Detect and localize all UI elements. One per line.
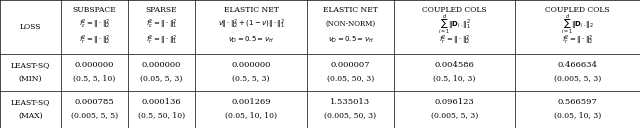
Text: 0.001269: 0.001269 xyxy=(232,98,271,106)
Text: $\nu_D = 0.5 = \nu_H$: $\nu_D = 0.5 = \nu_H$ xyxy=(228,35,274,45)
Text: $f_r^2 = \|\cdot\|_1^2$: $f_r^2 = \|\cdot\|_1^2$ xyxy=(146,34,177,47)
Text: (0.005, 50, 3): (0.005, 50, 3) xyxy=(324,112,376,120)
Text: (NON-NORM): (NON-NORM) xyxy=(325,20,376,28)
Text: (0.5, 5, 10): (0.5, 5, 10) xyxy=(73,75,116,83)
Text: (0.05, 50, 3): (0.05, 50, 3) xyxy=(327,75,374,83)
Text: (0.005, 5, 5): (0.005, 5, 5) xyxy=(71,112,118,120)
Text: $\nu\|\cdot\|_2^2 + (1-\nu)\|\cdot\|_1^2$: $\nu\|\cdot\|_2^2 + (1-\nu)\|\cdot\|_1^2… xyxy=(218,18,285,31)
Text: (0.5, 50, 10): (0.5, 50, 10) xyxy=(138,112,185,120)
Text: $\nu_D = 0.5 = \nu_H$: $\nu_D = 0.5 = \nu_H$ xyxy=(328,35,373,45)
Text: $f_c^2 = \|\cdot\|_2^2$: $f_c^2 = \|\cdot\|_2^2$ xyxy=(79,18,110,31)
Text: $f_r^2 = \|\cdot\|_2^2$: $f_r^2 = \|\cdot\|_2^2$ xyxy=(79,34,110,47)
Text: ELASTIC NET: ELASTIC NET xyxy=(323,6,378,14)
Text: SPARSE: SPARSE xyxy=(146,6,177,14)
Text: SUBSPACE: SUBSPACE xyxy=(72,6,116,14)
Text: LEAST-SQ: LEAST-SQ xyxy=(11,61,50,69)
Text: $f_r^2 = \|\cdot\|_2^2$: $f_r^2 = \|\cdot\|_2^2$ xyxy=(562,34,593,47)
Text: (0.005, 5, 3): (0.005, 5, 3) xyxy=(554,75,601,83)
Text: 0.566597: 0.566597 xyxy=(557,98,598,106)
Text: 0.004586: 0.004586 xyxy=(435,61,474,69)
Text: (0.5, 10, 3): (0.5, 10, 3) xyxy=(433,75,476,83)
Text: (0.5, 5, 3): (0.5, 5, 3) xyxy=(232,75,270,83)
Text: (0.05, 5, 3): (0.05, 5, 3) xyxy=(140,75,183,83)
Text: ELASTIC NET: ELASTIC NET xyxy=(224,6,278,14)
Text: 0.096123: 0.096123 xyxy=(435,98,474,106)
Text: COUPLED COLS: COUPLED COLS xyxy=(545,6,610,14)
Text: (0.005, 5, 3): (0.005, 5, 3) xyxy=(431,112,478,120)
Text: LOSS: LOSS xyxy=(20,23,41,31)
Text: 0.000000: 0.000000 xyxy=(232,61,271,69)
Text: 0.000136: 0.000136 xyxy=(142,98,181,106)
Text: LEAST-SQ: LEAST-SQ xyxy=(11,98,50,106)
Text: $f_c^2 = \|\cdot\|_1^2$: $f_c^2 = \|\cdot\|_1^2$ xyxy=(146,18,177,31)
Text: COUPLED COLS: COUPLED COLS xyxy=(422,6,486,14)
Text: $f_r^2 = \|\cdot\|_2^2$: $f_r^2 = \|\cdot\|_2^2$ xyxy=(438,34,470,47)
Text: 1.535013: 1.535013 xyxy=(330,98,371,106)
Text: (MIN): (MIN) xyxy=(19,75,42,83)
Text: 0.000007: 0.000007 xyxy=(331,61,370,69)
Text: $\sum_{i=1}^d \|\mathbf{D}_{i\cdot}\|_1^2$: $\sum_{i=1}^d \|\mathbf{D}_{i\cdot}\|_1^… xyxy=(438,12,471,36)
Text: 0.000000: 0.000000 xyxy=(142,61,181,69)
Text: (0.05, 10, 3): (0.05, 10, 3) xyxy=(554,112,601,120)
Text: 0.466634: 0.466634 xyxy=(557,61,598,69)
Text: 0.000785: 0.000785 xyxy=(74,98,115,106)
Text: $\sum_{i=1}^d \|\mathbf{D}_{i\cdot}\|_2$: $\sum_{i=1}^d \|\mathbf{D}_{i\cdot}\|_2$ xyxy=(561,12,594,36)
Text: (MAX): (MAX) xyxy=(18,112,43,120)
Text: (0.05, 10, 10): (0.05, 10, 10) xyxy=(225,112,277,120)
Text: 0.000000: 0.000000 xyxy=(75,61,114,69)
